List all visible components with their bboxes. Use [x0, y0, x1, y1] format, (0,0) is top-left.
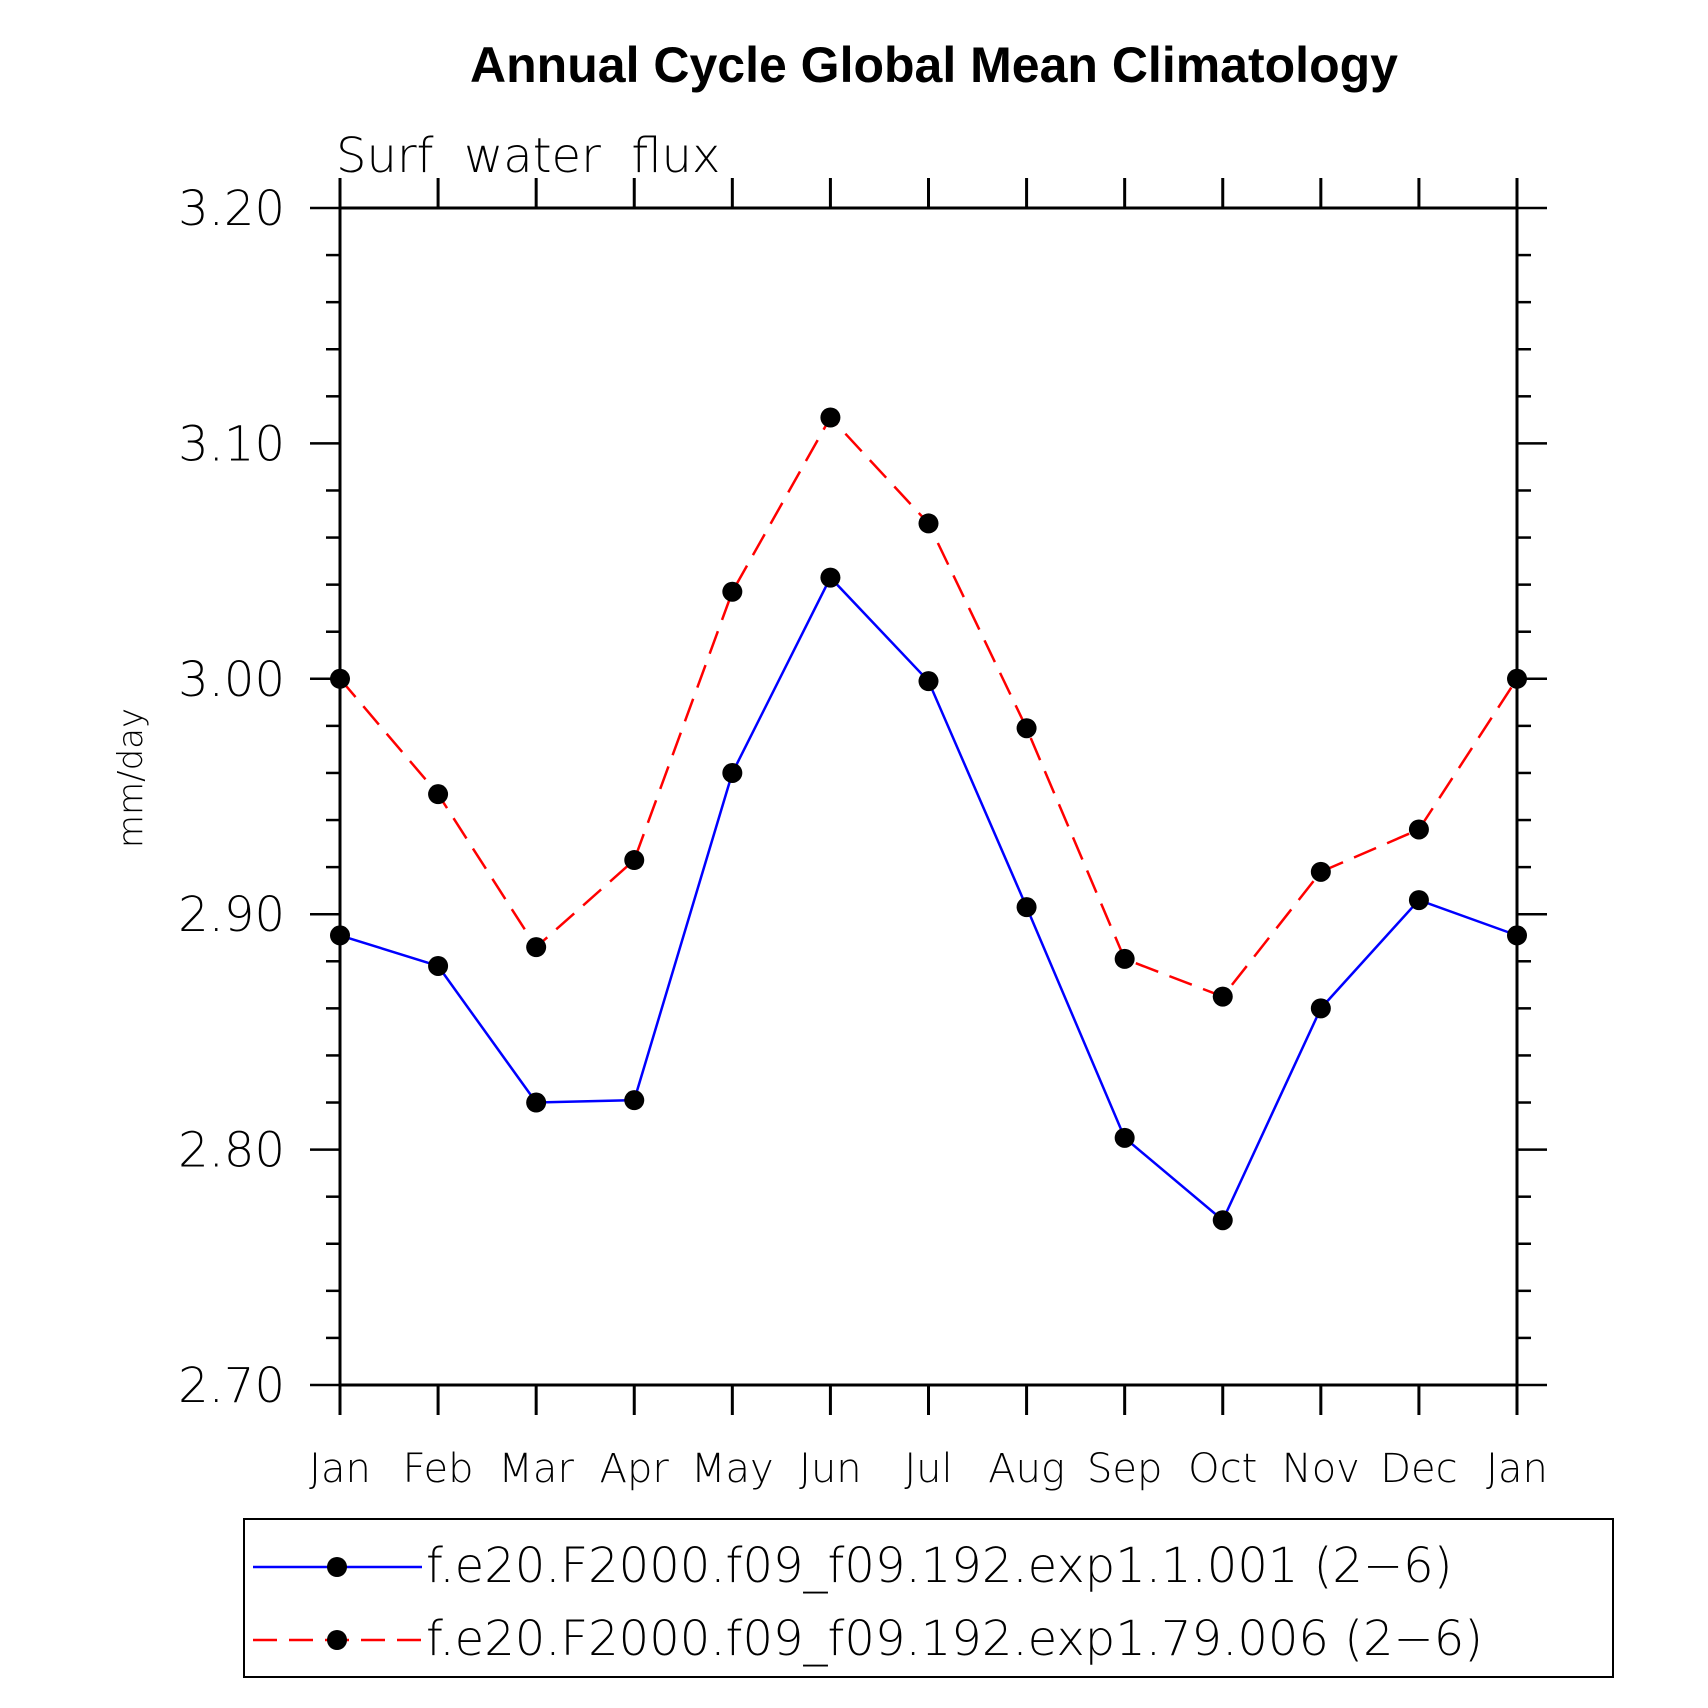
y-tick-label: 3.10 — [178, 416, 285, 472]
data-point-series-1 — [330, 925, 350, 946]
data-point-series-1 — [820, 567, 841, 588]
legend-marker-series-2 — [327, 1630, 347, 1650]
data-point-series-2 — [1114, 948, 1135, 969]
data-point-series-2 — [428, 784, 449, 805]
data-point-series-1 — [624, 1090, 645, 1111]
data-point-series-1 — [1212, 1210, 1233, 1231]
data-point-series-2 — [918, 513, 939, 534]
data-point-series-2 — [1016, 718, 1037, 739]
data-point-series-1 — [1114, 1127, 1135, 1148]
data-point-series-2 — [526, 937, 547, 958]
y-tick-label: 2.80 — [178, 1123, 285, 1179]
data-point-series-1 — [428, 955, 449, 976]
legend: f.e20.F2000.f09_f09.192.exp1.1.001 (2−6)… — [243, 1518, 1614, 1678]
data-point-series-1 — [722, 762, 743, 783]
data-point-series-2 — [1507, 668, 1527, 689]
data-point-series-1 — [918, 671, 939, 692]
x-tick-label: Mar — [498, 1446, 574, 1492]
chart-title: Annual Cycle Global Mean Climatology — [470, 37, 1398, 93]
data-point-series-1 — [1310, 998, 1331, 1019]
x-tick-label: Jan — [309, 1446, 371, 1492]
x-tick-label: May — [691, 1446, 774, 1492]
x-tick-label: Nov — [1282, 1446, 1360, 1492]
data-point-series-1 — [526, 1092, 547, 1113]
legend-box — [243, 1518, 1614, 1678]
chart-subtitle: Surf water flux — [336, 128, 720, 184]
data-point-series-1 — [1507, 925, 1527, 946]
data-point-series-2 — [820, 407, 841, 428]
x-tick-labels: Jan Feb Mar Apr May Jun Jul Aug Sep Oct Nov Dec Jan — [309, 1446, 1548, 1492]
y-tick-label: 3.00 — [178, 652, 285, 708]
data-point-series-2 — [722, 581, 743, 602]
y-tick-label: 3.20 — [178, 181, 285, 237]
series-line-2 — [339, 415, 1519, 999]
x-tick-label: Jun — [799, 1446, 862, 1492]
x-tick-label: Jul — [904, 1446, 952, 1492]
x-tick-label: Feb — [403, 1446, 474, 1492]
series-layer — [330, 407, 1527, 1231]
x-tick-label: Apr — [600, 1446, 670, 1492]
data-point-series-1 — [1016, 897, 1037, 918]
data-point-series-2 — [1212, 986, 1233, 1007]
x-tick-label: Aug — [988, 1446, 1065, 1492]
x-tick-label: Sep — [1087, 1446, 1162, 1492]
y-tick-label: 2.90 — [178, 887, 285, 943]
legend-marker-series-1 — [327, 1557, 347, 1577]
y-axis-label: mm/day — [111, 708, 151, 848]
plot-frame — [338, 206, 1519, 1387]
y-tick-label: 2.70 — [178, 1358, 285, 1414]
legend-label-series-2: f.e20.F2000.f09_f09.192.exp1.79.006 (2−6… — [426, 1611, 1483, 1667]
data-point-series-1 — [1408, 890, 1429, 911]
x-tick-label: Dec — [1380, 1446, 1457, 1492]
x-tick-label: Oct — [1188, 1446, 1257, 1492]
data-point-series-2 — [624, 850, 645, 871]
legend-label-series-1: f.e20.F2000.f09_f09.192.exp1.1.001 (2−6) — [426, 1538, 1452, 1594]
x-tick-label: Jan — [1486, 1446, 1548, 1492]
data-point-series-2 — [330, 668, 350, 689]
axis-ticks — [310, 178, 1547, 1415]
data-point-series-2 — [1408, 819, 1429, 840]
data-point-series-2 — [1310, 861, 1331, 882]
y-tick-labels: 2.70 2.80 2.90 3.00 3.10 3.20 — [178, 181, 285, 1414]
